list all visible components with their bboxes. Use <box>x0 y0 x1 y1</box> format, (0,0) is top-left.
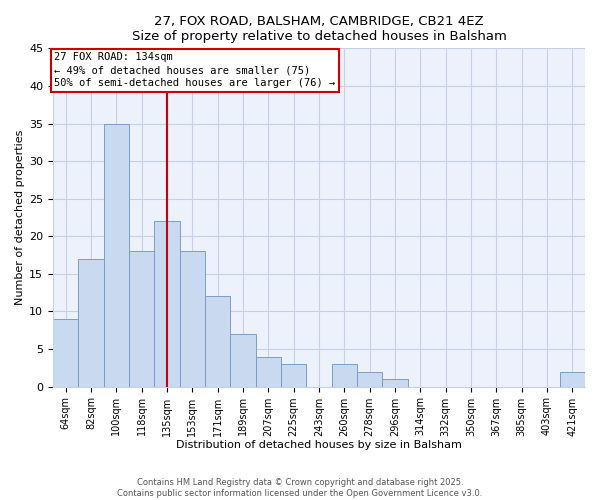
Bar <box>382 379 407 386</box>
Bar <box>79 259 104 386</box>
X-axis label: Distribution of detached houses by size in Balsham: Distribution of detached houses by size … <box>176 440 462 450</box>
Bar <box>154 221 179 386</box>
Bar <box>205 296 230 386</box>
Bar <box>53 319 79 386</box>
Bar <box>357 372 382 386</box>
Bar <box>332 364 357 386</box>
Bar <box>256 356 281 386</box>
Bar <box>104 124 129 386</box>
Bar <box>129 252 154 386</box>
Bar <box>179 252 205 386</box>
Text: Contains HM Land Registry data © Crown copyright and database right 2025.
Contai: Contains HM Land Registry data © Crown c… <box>118 478 482 498</box>
Y-axis label: Number of detached properties: Number of detached properties <box>15 130 25 305</box>
Bar <box>281 364 307 386</box>
Title: 27, FOX ROAD, BALSHAM, CAMBRIDGE, CB21 4EZ
Size of property relative to detached: 27, FOX ROAD, BALSHAM, CAMBRIDGE, CB21 4… <box>131 15 506 43</box>
Bar <box>560 372 585 386</box>
Bar <box>230 334 256 386</box>
Text: 27 FOX ROAD: 134sqm
← 49% of detached houses are smaller (75)
50% of semi-detach: 27 FOX ROAD: 134sqm ← 49% of detached ho… <box>54 52 335 88</box>
